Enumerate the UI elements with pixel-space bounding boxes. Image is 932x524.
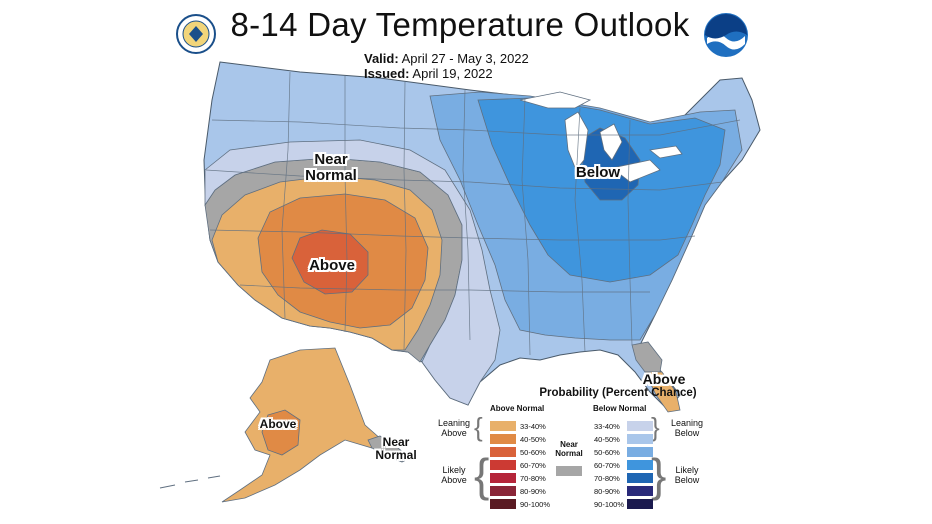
legend-above-header: Above Normal xyxy=(490,404,545,413)
near-normal-light-band xyxy=(204,139,501,406)
legend-brace-leaning-above: { xyxy=(474,412,483,442)
doc-seal-icon xyxy=(176,14,216,54)
map-label-above-alaska: Above xyxy=(259,417,297,431)
legend-below-swatch-6 xyxy=(627,499,653,509)
legend-above-range-0: 33-40% xyxy=(520,422,546,431)
map-label-below-east: Below xyxy=(575,164,621,181)
valid-label: Valid: xyxy=(364,51,399,66)
aleutian-islands xyxy=(159,475,221,489)
legend-near-normal-swatch xyxy=(556,466,582,476)
valid-line: Valid: April 27 - May 3, 2022 xyxy=(364,51,529,66)
issued-line: Issued: April 19, 2022 xyxy=(364,66,493,81)
legend-above-swatch-0 xyxy=(490,421,516,431)
alaska-near-normal xyxy=(367,435,411,463)
legend-brace-likely-below: } xyxy=(651,449,667,501)
alaska-leaning-above xyxy=(221,347,383,503)
legend-below-swatch-5 xyxy=(627,486,653,496)
valid-value: April 27 - May 3, 2022 xyxy=(401,51,529,66)
legend-below-swatch-3 xyxy=(627,460,653,470)
florida-above-region xyxy=(644,371,681,413)
legend-brace-likely-above: { xyxy=(474,449,490,501)
alaska-above-40-50 xyxy=(261,409,301,456)
legend-below-swatch-1 xyxy=(627,434,653,444)
legend-title: Probability (Percent Chance) xyxy=(539,387,697,399)
legend-below-range-6: 90-100% xyxy=(594,500,625,509)
legend-brace-leaning-below: } xyxy=(651,412,660,442)
legend-below-swatch-0 xyxy=(627,421,653,431)
legend-below-range-1: 40-50% xyxy=(594,435,620,444)
legend-below-range-3: 60-70% xyxy=(594,461,620,470)
noaa-logo-icon xyxy=(703,12,749,58)
legend-near-normal-label: Near Normal xyxy=(555,440,583,459)
legend-above-swatch-1 xyxy=(490,434,516,444)
legend-leaning-below: Leaning Below xyxy=(670,418,704,439)
legend-below-range-5: 80-90% xyxy=(594,487,620,496)
legend-likely-above: Likely Above xyxy=(441,465,467,486)
legend-below-range-0: 33-40% xyxy=(594,422,620,431)
legend-below-swatch-4 xyxy=(627,473,653,483)
legend-likely-below: Likely Below xyxy=(674,465,700,486)
map-label-above-florida: Above xyxy=(642,371,686,387)
issued-label: Issued: xyxy=(364,66,410,81)
legend-above-swatch-6 xyxy=(490,499,516,509)
legend-below-range-4: 70-80% xyxy=(594,474,620,483)
legend-below-header: Below Normal xyxy=(593,404,647,413)
legend-below-swatch-2 xyxy=(627,447,653,457)
legend-below-range-2: 50-60% xyxy=(594,448,620,457)
legend-above-swatch-2 xyxy=(490,447,516,457)
map-label-above-west: Above xyxy=(309,257,355,274)
legend-above-range-5: 80-90% xyxy=(520,487,546,496)
page-title: 8-14 Day Temperature Outlook xyxy=(230,6,690,43)
legend-above-swatch-4 xyxy=(490,473,516,483)
legend-above-range-4: 70-80% xyxy=(520,474,546,483)
legend-above-swatch-5 xyxy=(490,486,516,496)
legend-leaning-above: Leaning Above xyxy=(437,418,471,439)
legend-above-range-3: 60-70% xyxy=(520,461,546,470)
map-label-near-normal-west: Near Normal xyxy=(305,151,357,184)
legend-above-swatch-3 xyxy=(490,460,516,470)
state-boundaries xyxy=(205,71,741,356)
great-lakes xyxy=(519,91,683,183)
map-label-near-normal-alaska: Near Normal xyxy=(375,435,417,462)
legend-above-range-1: 40-50% xyxy=(520,435,546,444)
legend-above-range-6: 90-100% xyxy=(520,500,551,509)
legend-above-range-2: 50-60% xyxy=(520,448,546,457)
issued-value: April 19, 2022 xyxy=(412,66,493,81)
